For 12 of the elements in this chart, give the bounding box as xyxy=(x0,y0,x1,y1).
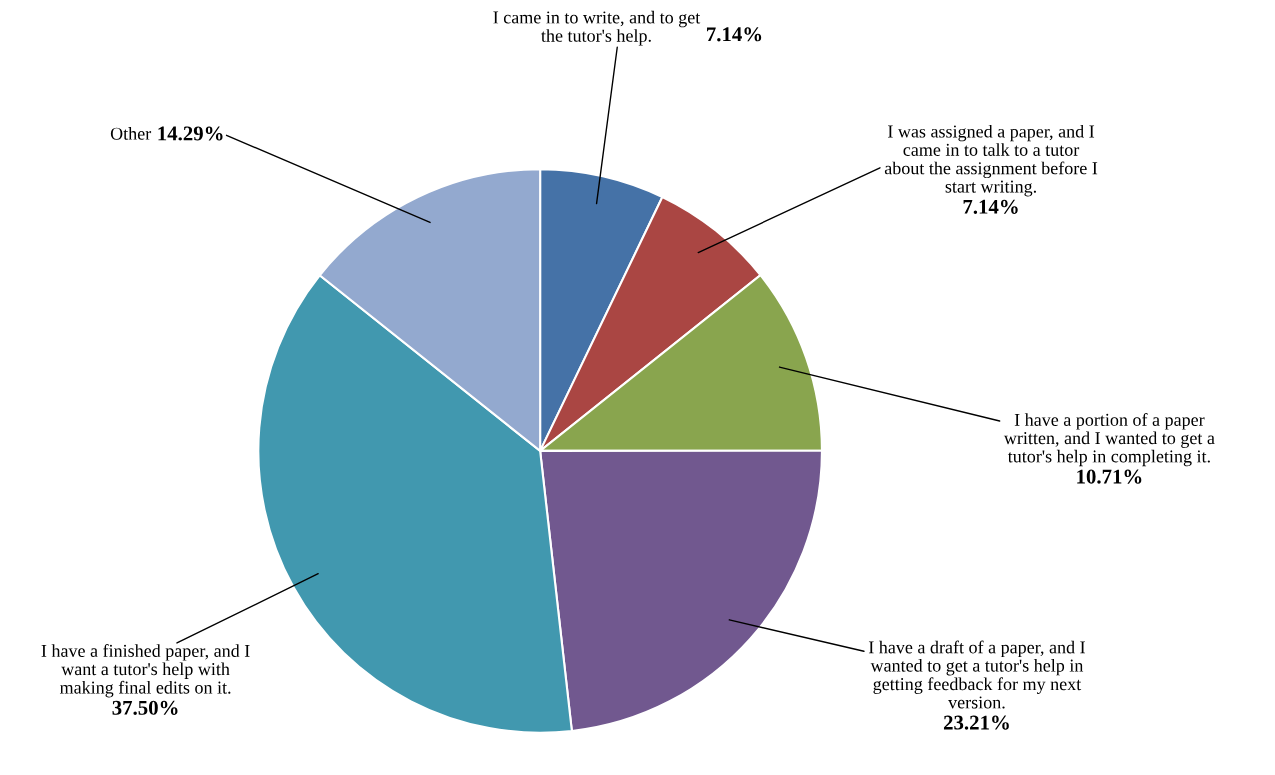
slice-label: I was assigned a paper, and I came in to talk to a tutor about the assignment before I start writing. xyxy=(884,124,1098,197)
slice-label: I have a finished paper, and I want a tutor's help with making final edits on it. xyxy=(41,644,250,698)
data-label: 14.29% xyxy=(158,126,223,141)
slice-label: I came in to write, and to get the tutor's help. xyxy=(493,10,701,46)
data-label: 37.50% xyxy=(112,700,178,715)
slice-label: Other xyxy=(110,127,152,140)
data-label: 10.71% xyxy=(1077,469,1142,484)
slice-label: I have a draft of a paper, and I wanted to get a tutor's help in getting feedback for my next version. xyxy=(868,640,1085,709)
slice-label: I have a portion of a paper written, and I wanted to get a tutor's help in completing it. xyxy=(1003,413,1215,467)
data-label: 7.14% xyxy=(963,199,1018,214)
data-label: 7.14% xyxy=(707,27,762,42)
data-label: 23.21% xyxy=(943,715,1009,730)
